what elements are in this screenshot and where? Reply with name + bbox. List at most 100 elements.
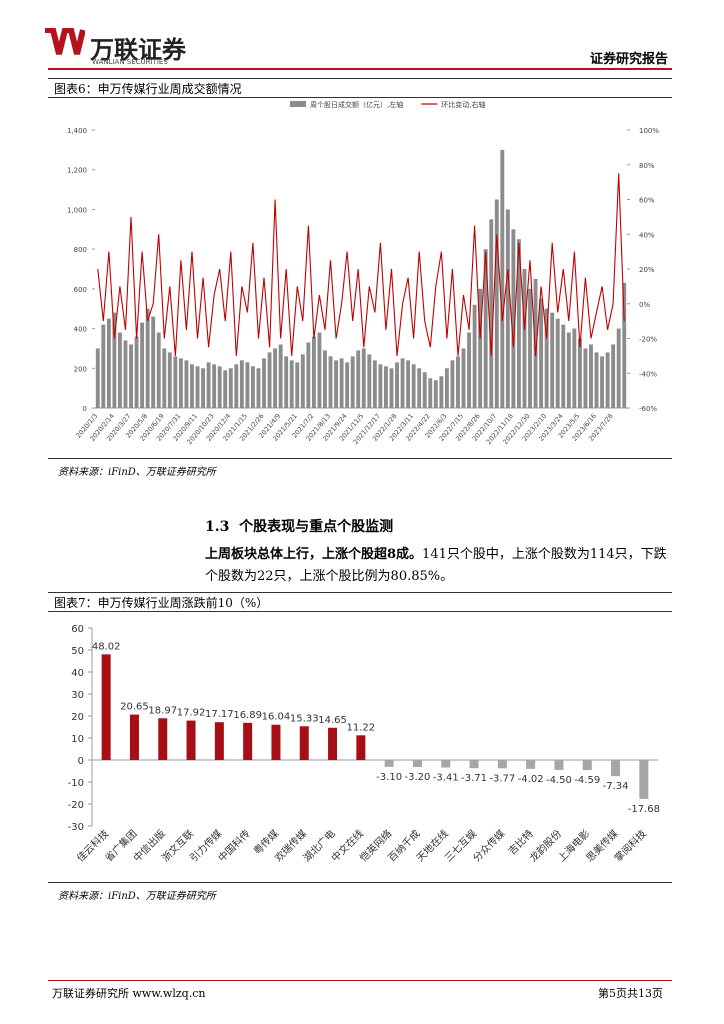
source: 资料来源：iFinD、万联证券研究所	[58, 467, 216, 478]
bar	[450, 360, 455, 408]
legend-label: 环比变动,右轴	[441, 100, 485, 109]
bar	[345, 362, 350, 408]
logo-en: WANLIAN SECURITIES	[92, 58, 168, 66]
value-label: -3.10	[376, 772, 402, 783]
bar	[173, 356, 178, 408]
bar	[206, 362, 211, 408]
bar	[306, 342, 311, 408]
bar	[395, 362, 399, 408]
bar	[583, 348, 588, 408]
bar	[156, 332, 161, 408]
value-label: -4.59	[574, 775, 600, 786]
bar	[367, 354, 372, 408]
y-tick-label: 20	[71, 712, 84, 723]
report-type: 证券研究报告	[590, 52, 669, 67]
bar	[151, 316, 156, 408]
value-label: -3.41	[433, 773, 459, 784]
bar	[489, 219, 494, 408]
y2-tick-label: 80%	[639, 162, 655, 170]
bar	[372, 360, 377, 408]
bar	[441, 760, 451, 768]
bar	[516, 239, 521, 408]
value-label: -3.77	[489, 773, 515, 784]
bar	[334, 360, 339, 408]
bar	[328, 727, 338, 760]
y2-tick-label: 60%	[639, 197, 655, 205]
bar	[566, 332, 571, 408]
bar	[190, 364, 194, 408]
value-label: 15.33	[290, 713, 319, 724]
bar	[129, 714, 139, 760]
y-tick-label: 1,400	[67, 127, 87, 135]
bar	[555, 318, 560, 408]
value-label: 20.65	[120, 702, 149, 713]
bar	[234, 364, 239, 408]
bar	[494, 199, 499, 408]
bar	[356, 350, 361, 408]
bar	[577, 338, 582, 408]
bar	[228, 368, 233, 408]
bar	[256, 368, 261, 408]
bar	[572, 328, 577, 408]
line	[97, 173, 625, 356]
bar	[267, 352, 272, 408]
value-label: 18.97	[148, 705, 177, 716]
bar	[544, 308, 549, 408]
bar	[134, 336, 139, 408]
rule	[48, 458, 672, 459]
y-tick-label: 0	[83, 405, 87, 413]
y2-tick-label: 20%	[639, 266, 655, 274]
value-label: 11.22	[347, 722, 376, 733]
bar	[511, 229, 516, 408]
bar	[594, 352, 599, 408]
bar	[162, 348, 167, 408]
bar	[95, 348, 100, 408]
bar	[201, 368, 206, 408]
value-label: 48.02	[92, 641, 121, 652]
bar	[483, 249, 488, 408]
bar	[284, 356, 289, 408]
y-tick-label: 800	[74, 246, 87, 254]
y2-tick-label: 100%	[639, 127, 659, 135]
bar	[611, 760, 621, 777]
header-rule	[48, 68, 672, 70]
y-tick-label: 1,000	[67, 206, 87, 214]
y2-tick-label: 40%	[639, 231, 655, 239]
value-label: 17.92	[177, 708, 206, 719]
section-number: 1.3	[205, 519, 230, 535]
paragraph-text: 141只个股中，上涨个股数为114只，下跌个股数为22只，上涨个股比例为80.8…	[205, 547, 667, 584]
footer-rule	[48, 980, 672, 981]
bar	[411, 364, 416, 408]
y-tick-label: 1,200	[67, 167, 87, 175]
bar	[478, 288, 483, 408]
y-tick-label: 50	[71, 646, 84, 657]
bar	[456, 356, 460, 408]
bar	[195, 366, 200, 408]
value-label: 17.17	[205, 709, 234, 720]
y-tick-label: 60	[71, 624, 84, 635]
bar	[528, 288, 532, 408]
bar	[550, 312, 555, 408]
bar	[328, 356, 333, 408]
bar	[554, 760, 564, 770]
paragraph: 上周板块总体上行，上涨个股超8成。141只个股中，上涨个股数为114只，下跌个股…	[205, 544, 675, 588]
y-tick-label: 600	[74, 286, 87, 294]
bar	[112, 312, 117, 408]
bar	[186, 720, 196, 760]
bar	[605, 352, 610, 408]
bar	[178, 358, 183, 408]
bar	[539, 298, 544, 408]
bar	[217, 366, 222, 408]
bar	[300, 354, 305, 408]
bar	[243, 722, 253, 760]
bar	[271, 724, 281, 760]
bar	[239, 360, 244, 408]
value-label: 16.89	[233, 710, 262, 721]
bar	[561, 324, 566, 408]
logo-cn: 万联证券	[90, 36, 186, 64]
bar	[444, 368, 449, 408]
value-label: -3.20	[405, 772, 431, 783]
bar	[384, 760, 394, 767]
bar	[500, 149, 505, 408]
bar	[533, 278, 538, 408]
